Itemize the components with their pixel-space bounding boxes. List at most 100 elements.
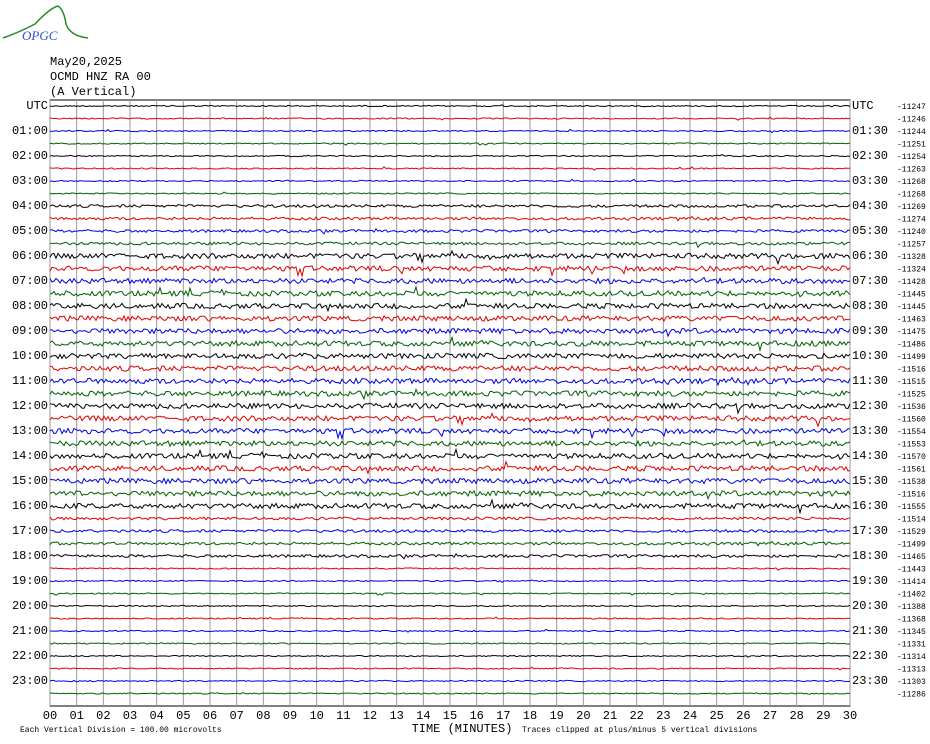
trace-offset: -11570 — [897, 453, 926, 462]
trace-offset: -11465 — [897, 553, 926, 562]
right-time-label: 15:30 — [852, 474, 888, 488]
x-tick-label: 25 — [709, 709, 723, 723]
right-time-label: 20:30 — [852, 599, 888, 613]
left-time-label: 13:00 — [12, 424, 48, 438]
right-time-label: 03:30 — [852, 174, 888, 188]
trace — [49, 654, 851, 658]
trace-offset: -11240 — [897, 228, 926, 237]
trace-offset: -11368 — [897, 616, 926, 625]
right-time-label: 08:30 — [852, 299, 888, 313]
trace — [49, 579, 851, 584]
left-time-label: 12:00 — [12, 399, 48, 413]
x-tick-label: 27 — [763, 709, 777, 723]
trace — [49, 314, 851, 323]
trace — [49, 427, 851, 441]
right-time-label: 14:30 — [852, 449, 888, 463]
right-time-label: 04:30 — [852, 199, 888, 213]
trace-offset: -11313 — [897, 666, 926, 675]
trace-offset: -11560 — [897, 416, 926, 425]
trace-offset: -11303 — [897, 678, 926, 687]
trace — [49, 128, 851, 134]
trace-offset: -11475 — [897, 328, 926, 337]
trace-offset: -11328 — [897, 253, 926, 262]
x-tick-label: 08 — [256, 709, 270, 723]
trace-offset: -11445 — [897, 291, 926, 300]
right-time-label: 02:30 — [852, 149, 888, 163]
trace — [50, 142, 851, 146]
trace — [49, 666, 851, 671]
trace-offset: -11538 — [897, 478, 926, 487]
right-time-label: 19:30 — [852, 574, 888, 588]
right-time-label: 09:30 — [852, 324, 888, 338]
trace — [49, 592, 851, 596]
trace — [49, 191, 851, 195]
trace — [49, 297, 851, 313]
left-time-label: 02:00 — [12, 149, 48, 163]
trace — [49, 498, 851, 515]
trace — [49, 166, 851, 171]
left-time-label: 08:00 — [12, 299, 48, 313]
left-time-label: 21:00 — [12, 624, 48, 638]
trace — [49, 447, 851, 460]
trace — [49, 241, 851, 249]
trace — [49, 439, 851, 448]
trace-offset: -11515 — [897, 378, 926, 387]
trace-offset: -11268 — [897, 191, 926, 200]
trace — [49, 540, 851, 547]
right-time-label: 05:30 — [852, 224, 888, 238]
right-time-label: 17:30 — [852, 524, 888, 538]
trace-offset: -11274 — [897, 216, 926, 225]
x-tick-label: 12 — [363, 709, 377, 723]
left-time-label: 03:00 — [12, 174, 48, 188]
trace-offset: -11536 — [897, 403, 926, 412]
trace-offset: -11324 — [897, 266, 926, 275]
clip-note: Traces clipped at plus/minus 5 vertical … — [522, 726, 757, 735]
x-tick-label: 23 — [656, 709, 670, 723]
x-tick-label: 19 — [549, 709, 563, 723]
trace — [49, 628, 851, 633]
x-tick-label: 24 — [683, 709, 697, 723]
x-tick-label: 20 — [576, 709, 590, 723]
right-time-label: 18:30 — [852, 549, 888, 563]
left-time-label: 09:00 — [12, 324, 48, 338]
x-tick-label: 14 — [416, 709, 430, 723]
trace-offset: -11486 — [897, 341, 926, 350]
trace — [50, 364, 851, 373]
trace-offset: -11553 — [897, 441, 926, 450]
trace — [49, 335, 851, 353]
left-time-label: 23:00 — [12, 674, 48, 688]
station: OCMD HNZ RA 00 — [50, 70, 151, 84]
x-tick-label: 13 — [389, 709, 403, 723]
trace — [49, 249, 851, 266]
trace — [49, 604, 851, 608]
x-axis-label: TIME (MINUTES) — [412, 722, 513, 736]
left-time-label: 19:00 — [12, 574, 48, 588]
left-time-label: 22:00 — [12, 649, 48, 663]
component: (A Vertical) — [50, 85, 136, 99]
trace-offset: -11269 — [897, 203, 926, 212]
right-time-label: 23:30 — [852, 674, 888, 688]
right-time-label: UTC — [852, 99, 874, 113]
right-time-label: 07:30 — [852, 274, 888, 288]
trace-offset: -11554 — [897, 428, 926, 437]
trace-offset: -11247 — [897, 103, 926, 112]
trace — [49, 679, 851, 683]
trace — [49, 276, 851, 285]
right-time-label: 11:30 — [852, 374, 888, 388]
left-time-label: 17:00 — [12, 524, 48, 538]
right-time-label: 06:30 — [852, 249, 888, 263]
logo-curve — [2, 5, 89, 39]
left-time-label: 01:00 — [12, 124, 48, 138]
left-time-label: 05:00 — [12, 224, 48, 238]
x-tick-label: 01 — [69, 709, 83, 723]
right-time-label: 16:30 — [852, 499, 888, 513]
trace — [49, 642, 851, 645]
right-time-label: 12:30 — [852, 399, 888, 413]
x-tick-label: 18 — [523, 709, 537, 723]
trace — [49, 203, 851, 209]
trace — [49, 528, 851, 534]
x-tick-label: 07 — [229, 709, 243, 723]
trace — [49, 402, 851, 415]
x-tick-label: 30 — [843, 709, 857, 723]
